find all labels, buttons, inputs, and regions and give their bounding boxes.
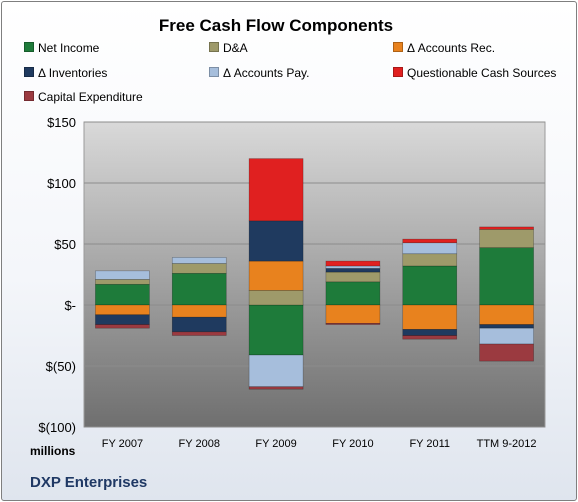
bar-segment-accounts_rec	[402, 304, 458, 330]
bar-segment-inventories	[95, 314, 150, 325]
bar-segment-net_income	[171, 272, 227, 306]
bar-segment-questionable	[325, 260, 381, 267]
legend-label: Δ Accounts Rec.	[407, 41, 496, 55]
bar-segment-inventories	[325, 268, 381, 273]
bar-segment-inventories	[248, 220, 304, 262]
legend-accounts-rec: Δ Accounts Rec.	[393, 41, 495, 55]
bar-segment-capex	[325, 322, 381, 325]
x-tick-label: FY 2008	[179, 438, 220, 450]
bar-segment-net_income	[325, 281, 381, 306]
gridlines	[84, 121, 545, 428]
legend-swatch	[24, 42, 34, 52]
plot-area	[83, 121, 546, 428]
bar-segment-net_income	[402, 265, 458, 306]
bar-segment-accounts_pay	[171, 257, 227, 264]
bar-segment-inventories	[479, 324, 534, 329]
y-tick-label: $(50)	[46, 359, 76, 374]
bar-segment-questionable	[402, 238, 458, 244]
legend-capex: Capital Expenditure	[24, 90, 143, 104]
legend-inventories: Δ Inventories	[24, 66, 107, 80]
legend-label: Net Income	[38, 41, 100, 55]
bar-segment-capex	[171, 331, 227, 336]
bar-segment-capex	[95, 324, 150, 329]
y-tick-label: $(100)	[38, 420, 76, 435]
legend-label: Questionable Cash Sources	[407, 66, 557, 80]
bar-segment-accounts_pay	[479, 327, 534, 345]
bar-segment-accounts_rec	[95, 304, 150, 316]
bar-segment-capex	[248, 386, 304, 390]
legend-swatch	[393, 42, 403, 52]
bar-segment-da	[479, 229, 534, 248]
bar-segment-net_income	[95, 283, 150, 306]
x-tick-label: FY 2011	[409, 438, 450, 450]
legend-swatch	[24, 91, 34, 101]
legend-swatch	[209, 42, 219, 52]
y-tick-label: $100	[47, 176, 76, 191]
bar-segment-accounts_pay	[325, 265, 381, 269]
bar-segment-accounts_rec	[479, 304, 534, 325]
x-tick-label: FY 2010	[332, 438, 373, 450]
bar-segment-inventories	[171, 316, 227, 333]
bar-segment-capex	[479, 343, 534, 362]
units-label: millions	[30, 444, 76, 458]
bar-segment-accounts_pay	[95, 270, 150, 280]
bar-segment-net_income	[479, 247, 534, 306]
bar-segment-accounts_pay	[402, 242, 458, 255]
legend-label: Δ Inventories	[38, 66, 108, 80]
bar-segment-questionable	[248, 158, 304, 222]
bar-segment-accounts_pay	[248, 354, 304, 388]
bar-segment-accounts_rec	[325, 304, 381, 324]
bar-segment-accounts_rec	[171, 304, 227, 318]
bar-segment-inventories	[402, 329, 458, 336]
chart-title: Free Cash Flow Components	[158, 16, 394, 35]
bar-segment-da	[402, 253, 458, 267]
x-axis: FY 2007 FY 2008 FY 2009 FY 2010 FY 2011 TTM 9…	[102, 438, 537, 450]
legend-label: Capital Expenditure	[38, 90, 143, 104]
legend-questionable: Questionable Cash Sources	[393, 66, 556, 80]
bar-segment-da	[95, 279, 150, 285]
bar-segment-da	[248, 290, 304, 306]
legend-accounts-pay: Δ Accounts Pay.	[209, 66, 310, 80]
y-tick-label: $50	[54, 237, 76, 252]
x-tick-label: FY 2007	[102, 438, 143, 450]
bar-segment-net_income	[248, 304, 304, 356]
bars	[95, 158, 534, 390]
x-tick-label: TTM 9-2012	[477, 438, 537, 450]
legend-swatch	[24, 67, 34, 77]
bar-segment-questionable	[479, 226, 534, 230]
bar-segment-da	[171, 263, 227, 274]
bar-segment-accounts_rec	[248, 260, 304, 291]
legend-swatch	[209, 67, 219, 77]
y-tick-label: $150	[47, 115, 76, 130]
bar-segment-capex	[402, 335, 458, 340]
legend-label: Δ Accounts Pay.	[223, 66, 310, 80]
company-name: DXP Enterprises	[30, 474, 148, 491]
legend-net-income: Net Income	[24, 41, 99, 55]
y-tick-label: $-	[64, 298, 76, 313]
legend-label: D&A	[223, 41, 248, 55]
bar-segment-da	[325, 271, 381, 283]
x-tick-label: FY 2009	[255, 438, 296, 450]
y-axis: $150 $100 $50 $- $(50) $(100)	[38, 115, 76, 435]
legend-da: D&A	[209, 41, 248, 55]
legend-swatch	[393, 67, 403, 77]
